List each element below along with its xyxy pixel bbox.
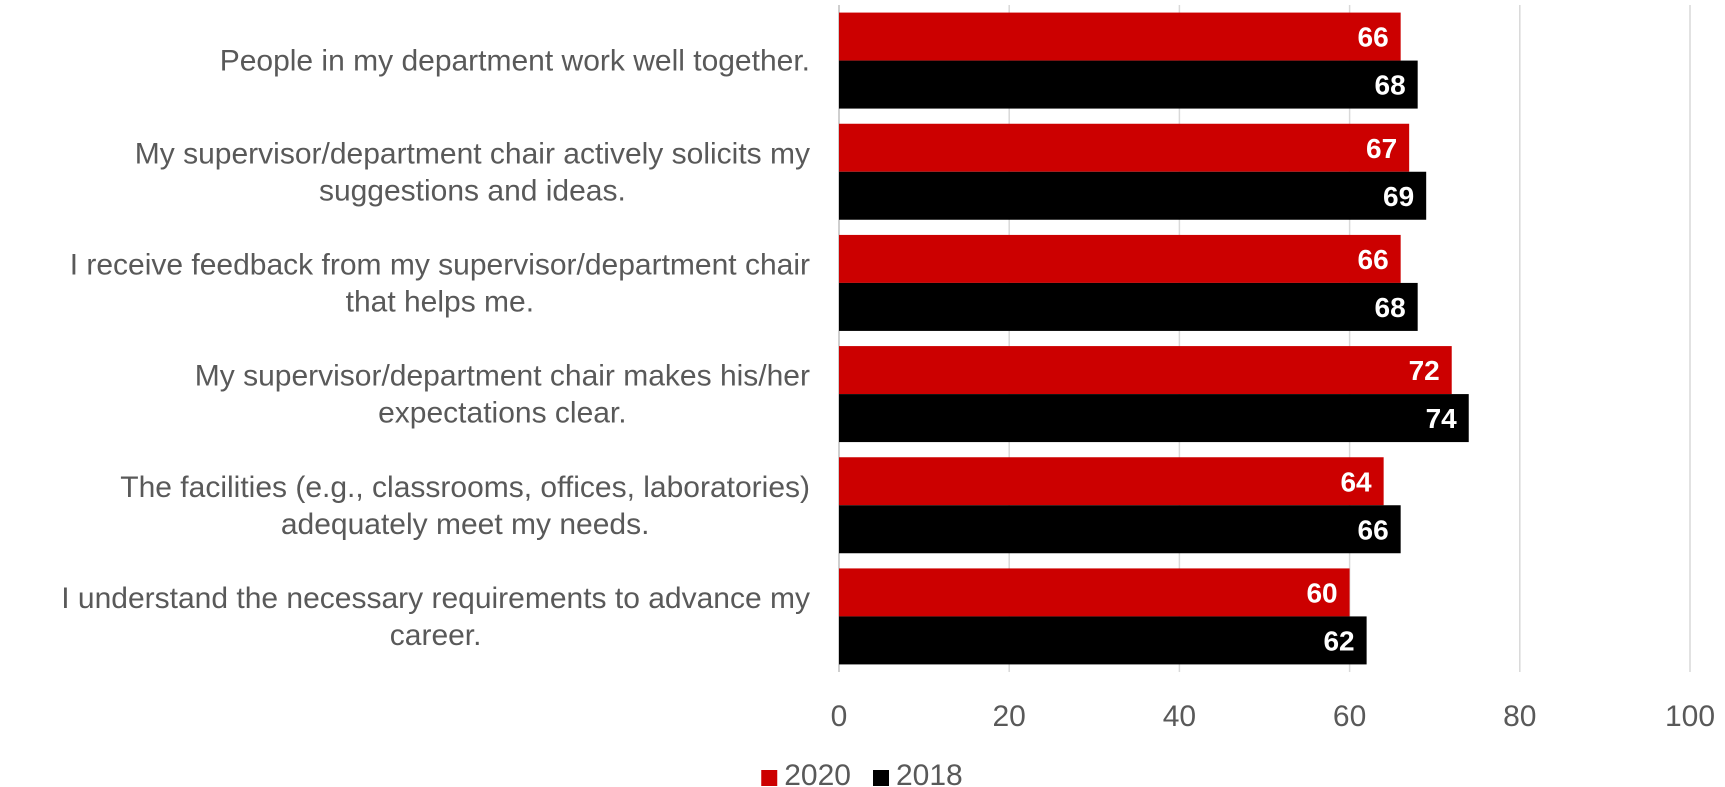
x-tick-label: 0 [831, 700, 848, 733]
bar-2018-1 [839, 60, 1418, 109]
category-label: The facilities (e.g., classrooms, office… [120, 471, 810, 541]
legend: 2020 2018 [761, 759, 963, 787]
bar-2020-5 [839, 457, 1384, 506]
bar-2020-3 [839, 234, 1401, 283]
bar-2020-2 [839, 123, 1410, 172]
bars-group: 66 68 67 69 66 68 72 74 64 66 60 62 [839, 12, 1469, 665]
data-label: 60 [1306, 577, 1337, 608]
legend-swatch [873, 770, 889, 786]
bar-2018-5 [839, 505, 1401, 554]
data-label: 72 [1409, 355, 1440, 386]
data-label: 66 [1358, 22, 1389, 53]
data-label: 69 [1383, 181, 1414, 212]
x-tick-label: 80 [1503, 700, 1536, 733]
data-label: 66 [1358, 514, 1389, 545]
x-axis-ticks: 0 20 40 60 80 100 [831, 700, 1715, 733]
x-tick-label: 60 [1333, 700, 1366, 733]
legend-label: 2018 [896, 759, 963, 787]
data-label: 64 [1340, 466, 1372, 497]
bar-2020-6 [839, 568, 1350, 617]
legend-item-2018: 2018 [873, 759, 963, 787]
bar-2018-6 [839, 616, 1367, 665]
legend-swatch [761, 770, 778, 786]
category-label: My supervisor/department chair actively … [135, 137, 810, 207]
bar-2020-1 [839, 12, 1401, 61]
gridlines [838, 5, 1691, 672]
data-label: 74 [1426, 403, 1458, 434]
data-label: 66 [1358, 244, 1389, 275]
category-label: People in my department work well togeth… [220, 45, 810, 78]
data-label: 62 [1323, 625, 1354, 656]
data-label: 68 [1375, 292, 1406, 323]
x-tick-label: 20 [993, 700, 1026, 733]
bar-2018-2 [839, 171, 1427, 220]
x-tick-label: 100 [1665, 700, 1715, 733]
legend-label: 2020 [784, 759, 851, 787]
x-tick-label: 40 [1163, 700, 1196, 733]
bar-2018-3 [839, 282, 1418, 331]
bar-2020-4 [839, 346, 1452, 395]
category-label: I understand the necessary requirements … [61, 582, 810, 652]
legend-item-2020: 2020 [761, 759, 851, 787]
category-label: My supervisor/department chair makes his… [195, 360, 810, 430]
data-label: 68 [1375, 70, 1406, 101]
bar-2018-4 [839, 394, 1469, 443]
data-label: 67 [1366, 133, 1397, 164]
category-label: I receive feedback from my supervisor/de… [70, 248, 810, 318]
category-labels: People in my department work well togeth… [61, 45, 810, 652]
